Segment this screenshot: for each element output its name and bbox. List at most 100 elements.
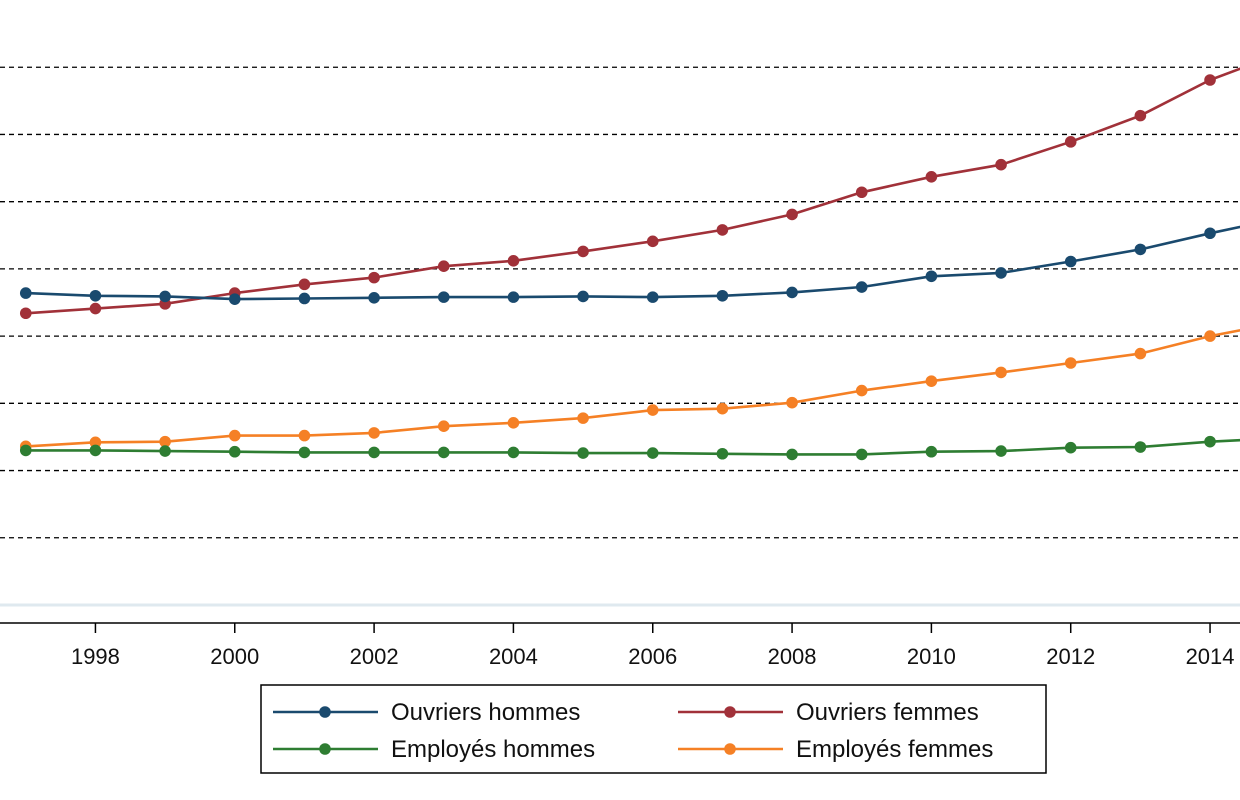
series-line bbox=[25, 438, 1240, 456]
data-point bbox=[228, 429, 241, 442]
x-tick-label: 2014 bbox=[1186, 644, 1235, 669]
data-point bbox=[159, 435, 171, 448]
legend-item: Employés hommes bbox=[273, 736, 595, 763]
data-point bbox=[786, 208, 798, 221]
data-point bbox=[577, 245, 589, 258]
data-point bbox=[995, 267, 1007, 279]
legend-label: Employés hommes bbox=[391, 736, 595, 763]
data-point bbox=[716, 447, 729, 460]
data-point bbox=[925, 270, 938, 283]
legend-label: Employés femmes bbox=[796, 736, 993, 763]
series-line bbox=[25, 225, 1240, 301]
data-point bbox=[1204, 435, 1216, 448]
legend-item: Ouvriers femmes bbox=[678, 699, 979, 726]
series-line bbox=[25, 67, 1240, 315]
data-point bbox=[577, 447, 589, 459]
data-point bbox=[159, 290, 171, 303]
data-point bbox=[786, 448, 798, 461]
data-point bbox=[855, 384, 868, 397]
data-point bbox=[995, 445, 1007, 457]
data-point bbox=[925, 170, 938, 183]
data-point bbox=[716, 289, 729, 302]
data-point bbox=[298, 446, 311, 459]
data-point bbox=[507, 417, 520, 429]
data-point bbox=[786, 396, 798, 409]
series-layer bbox=[19, 67, 1240, 461]
gridlines bbox=[0, 66, 1240, 539]
data-point bbox=[368, 427, 380, 439]
data-point bbox=[1064, 255, 1077, 268]
data-point bbox=[646, 404, 659, 416]
legend-swatch-marker bbox=[724, 743, 736, 755]
data-point bbox=[298, 278, 311, 291]
x-tick-label: 2006 bbox=[628, 644, 677, 669]
data-point bbox=[1204, 74, 1216, 86]
data-point bbox=[855, 448, 868, 461]
data-point bbox=[855, 186, 868, 199]
series-3 bbox=[19, 329, 1240, 453]
legend-box bbox=[260, 684, 1047, 774]
data-point bbox=[646, 291, 659, 303]
data-point bbox=[368, 446, 380, 459]
data-point bbox=[1134, 441, 1147, 453]
legend-label: Ouvriers femmes bbox=[796, 699, 979, 726]
data-point bbox=[646, 447, 659, 459]
series-1 bbox=[19, 67, 1240, 320]
data-point bbox=[89, 436, 102, 449]
data-point bbox=[1204, 330, 1216, 342]
x-tick-label: 2008 bbox=[768, 644, 817, 669]
series-0 bbox=[19, 225, 1240, 305]
data-point bbox=[437, 260, 450, 273]
data-point bbox=[89, 302, 102, 315]
data-point bbox=[228, 445, 241, 458]
data-point bbox=[577, 412, 589, 424]
x-tick-label: 1998 bbox=[71, 644, 120, 669]
series-line bbox=[25, 329, 1240, 448]
data-point bbox=[437, 420, 450, 432]
data-point bbox=[298, 292, 311, 305]
data-point bbox=[507, 291, 520, 303]
x-tick-label: 2012 bbox=[1046, 644, 1095, 669]
data-point bbox=[1064, 441, 1077, 454]
legend-swatch-marker bbox=[319, 706, 331, 718]
data-point bbox=[995, 366, 1007, 379]
data-point bbox=[1134, 109, 1147, 122]
x-tick-label: 2004 bbox=[489, 644, 538, 669]
legend-item: Ouvriers hommes bbox=[273, 699, 580, 726]
data-point bbox=[159, 445, 171, 457]
data-point bbox=[855, 281, 868, 293]
data-point bbox=[19, 444, 32, 457]
series-2 bbox=[19, 435, 1240, 461]
data-point bbox=[646, 235, 659, 248]
x-axis-ticks: 1998 2000 2002 2004 2006 2008 2010 2012 2014 bbox=[71, 623, 1235, 669]
data-point bbox=[577, 290, 589, 303]
data-point bbox=[298, 429, 311, 442]
data-point bbox=[19, 307, 32, 320]
legend: Ouvriers hommes Ouvriers femmes Employés h… bbox=[260, 684, 1047, 774]
data-point bbox=[437, 291, 450, 303]
data-point bbox=[368, 271, 380, 284]
data-point bbox=[228, 293, 241, 305]
data-point bbox=[19, 287, 32, 299]
data-point bbox=[437, 446, 450, 459]
legend-item: Employés femmes bbox=[678, 736, 993, 763]
data-point bbox=[786, 286, 798, 299]
x-tick-label: 2002 bbox=[350, 644, 399, 669]
x-tick-label: 2000 bbox=[210, 644, 259, 669]
legend-swatch-marker bbox=[724, 706, 736, 718]
data-point bbox=[1134, 243, 1147, 256]
data-point bbox=[995, 158, 1007, 171]
data-point bbox=[1134, 347, 1147, 360]
data-point bbox=[507, 446, 520, 459]
data-point bbox=[507, 255, 520, 267]
data-point bbox=[89, 444, 102, 457]
data-point bbox=[716, 224, 729, 236]
data-point bbox=[1064, 136, 1077, 148]
legend-swatch-marker bbox=[319, 743, 331, 755]
data-point bbox=[368, 291, 380, 304]
data-point bbox=[1064, 357, 1077, 369]
data-point bbox=[89, 289, 102, 302]
data-point bbox=[716, 402, 729, 415]
data-point bbox=[1204, 227, 1216, 240]
